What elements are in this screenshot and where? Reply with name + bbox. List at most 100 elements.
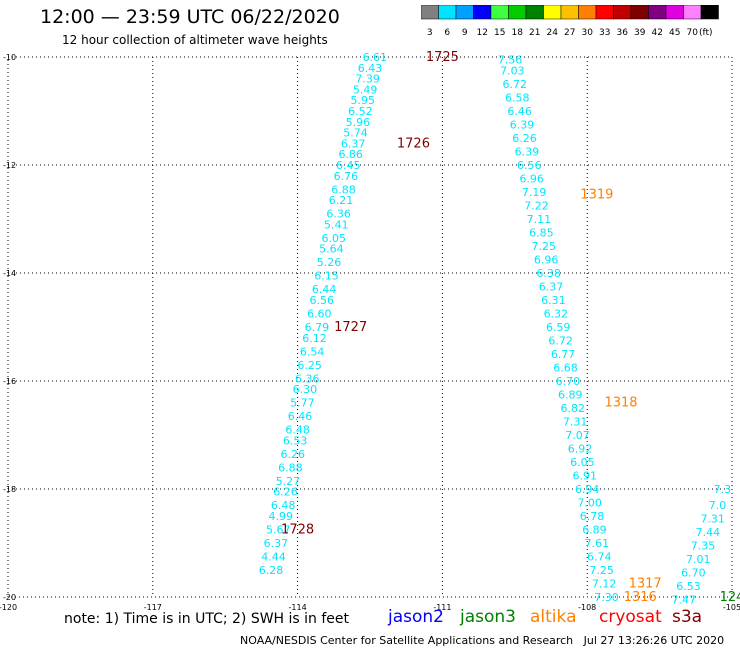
wave-height-value: 4.44	[261, 551, 286, 564]
colorbar-label: 42	[652, 28, 663, 38]
wave-height-value: 6.12	[302, 332, 327, 345]
wave-height-value: 7.25	[532, 240, 557, 253]
y-tick-label: -12	[3, 161, 16, 170]
wave-height-value: 5.67	[266, 524, 291, 537]
wave-height-value: 5.95	[351, 94, 376, 107]
wave-height-value: 7.44	[696, 526, 721, 539]
pass-time-label: 124	[720, 590, 740, 605]
x-tick-label: -114	[289, 603, 307, 612]
wave-height-value: 6.85	[529, 227, 554, 240]
colorbar-label: 9	[462, 28, 468, 38]
legend-jason3: jason3	[460, 607, 516, 627]
wave-height-value: 6.56	[517, 159, 542, 172]
colorbar-label: 3	[427, 28, 433, 38]
wave-height-value: 6.39	[510, 119, 535, 132]
wave-height-value: 6.89	[582, 524, 607, 537]
wave-height-value: 6.56	[309, 294, 334, 307]
legend-cryosat: cryosat	[599, 607, 662, 627]
chart-title: 12:00 — 23:59 UTC 06/22/2020	[40, 6, 340, 28]
y-tick-label: -14	[3, 269, 16, 278]
x-tick-label: -117	[144, 603, 162, 612]
wave-height-value: 7.00	[577, 497, 602, 510]
wave-height-value: 6.44	[312, 283, 337, 296]
wave-height-value: 7.61	[585, 537, 610, 550]
credit-line: NOAA/NESDIS Center for Satellite Applica…	[240, 634, 725, 647]
wave-height-value: 6.53	[283, 434, 308, 447]
colorbar-label: 6	[444, 28, 450, 38]
wave-height-value: 6.30	[293, 383, 318, 396]
wave-height-value: 6.36	[326, 208, 351, 221]
wave-height-value: 5.41	[324, 218, 349, 231]
colorbar-label: 45	[669, 28, 680, 38]
wave-height-value: 7.35	[691, 540, 716, 553]
colorbar-swatch	[700, 5, 719, 20]
wave-height-value: 6.48	[285, 424, 310, 437]
wave-height-value: 6.60	[307, 308, 332, 321]
wave-height-value: 6.46	[507, 105, 532, 118]
wave-height-value: 6.05	[322, 232, 347, 245]
wave-height-value: 7.22	[524, 200, 549, 213]
wave-height-value: 6.82	[560, 402, 585, 415]
wave-height-value: 5.96	[346, 116, 371, 129]
wave-height-value: 6.79	[305, 321, 330, 334]
wave-height-value: 6.43	[358, 62, 383, 75]
wave-height-value: 7.47	[671, 594, 696, 607]
pass-time-label: 1318	[604, 396, 637, 411]
wave-height-value: 6.26	[273, 486, 298, 499]
wave-height-value: 6.48	[271, 499, 296, 512]
wave-height-value: 6.72	[548, 335, 573, 348]
y-tick-label: -20	[3, 593, 16, 602]
wave-height-value: 6.88	[331, 183, 356, 196]
wave-height-value: 6.28	[259, 564, 284, 577]
pass-time-label: 1319	[580, 188, 613, 203]
wave-height-value: 6.88	[278, 461, 303, 474]
colorbar-label: 70	[687, 28, 699, 38]
wave-height-value: 5.74	[343, 127, 368, 140]
wave-height-value: 6.36	[295, 372, 320, 385]
wave-height-value: 6.37	[341, 137, 366, 150]
wave-height-value: 6.68	[553, 362, 578, 375]
pass-time-label: 1317	[629, 577, 662, 592]
wave-height-value: 7.25	[589, 564, 614, 577]
colorbar-label: 39	[634, 28, 646, 38]
pass-time-label: 1725	[426, 50, 459, 65]
wave-height-value: 6.37	[539, 281, 564, 294]
colorbar-label: 30	[582, 28, 594, 38]
legend-jason2: jason2	[388, 607, 444, 627]
wave-height-value: 6.15	[314, 270, 339, 283]
wave-height-value: 6.26	[512, 132, 537, 145]
wave-height-value: 6.74	[587, 551, 612, 564]
wave-height-value: 6.91	[573, 470, 598, 483]
wave-height-value: 7.07	[565, 429, 590, 442]
x-tick-label: -108	[578, 603, 596, 612]
wave-height-value: 6.31	[541, 294, 566, 307]
y-tick-label: -18	[3, 485, 16, 494]
wave-height-value: 7.56	[498, 54, 523, 67]
wave-height-value: 6.61	[363, 51, 388, 64]
wave-height-value: 6.52	[348, 105, 373, 118]
wave-height-value: 7.19	[522, 186, 547, 199]
wave-height-value: 6.54	[300, 345, 325, 358]
wave-height-value: 6.45	[336, 159, 361, 172]
wave-height-value: 6.25	[297, 359, 322, 372]
wave-height-value: 5.77	[290, 397, 315, 410]
pass-time-label: 1726	[397, 136, 430, 151]
wave-height-value: 6.76	[334, 170, 359, 183]
wave-height-value: 6.92	[568, 443, 593, 456]
legend-altika: altika	[530, 607, 577, 627]
wave-height-value: 6.21	[329, 194, 354, 207]
wave-height-value: 7.03	[500, 65, 525, 78]
wave-height-value: 6.26	[281, 448, 306, 461]
x-tick-label: -111	[433, 603, 451, 612]
y-tick-label: -16	[3, 377, 16, 386]
x-tick-label: -120	[0, 603, 17, 612]
footnote: note: 1) Time is in UTC; 2) SWH is in fe…	[64, 611, 350, 627]
wave-height-value: 5.49	[353, 83, 378, 96]
wave-height-value: 6.96	[534, 254, 559, 267]
colorbar-label: 24	[547, 28, 559, 38]
wave-height-value: 7.0	[709, 499, 727, 512]
legend-s3a: s3a	[672, 607, 703, 627]
wave-height-value: 4.99	[268, 510, 293, 523]
wave-height-value: 6.58	[505, 92, 530, 105]
